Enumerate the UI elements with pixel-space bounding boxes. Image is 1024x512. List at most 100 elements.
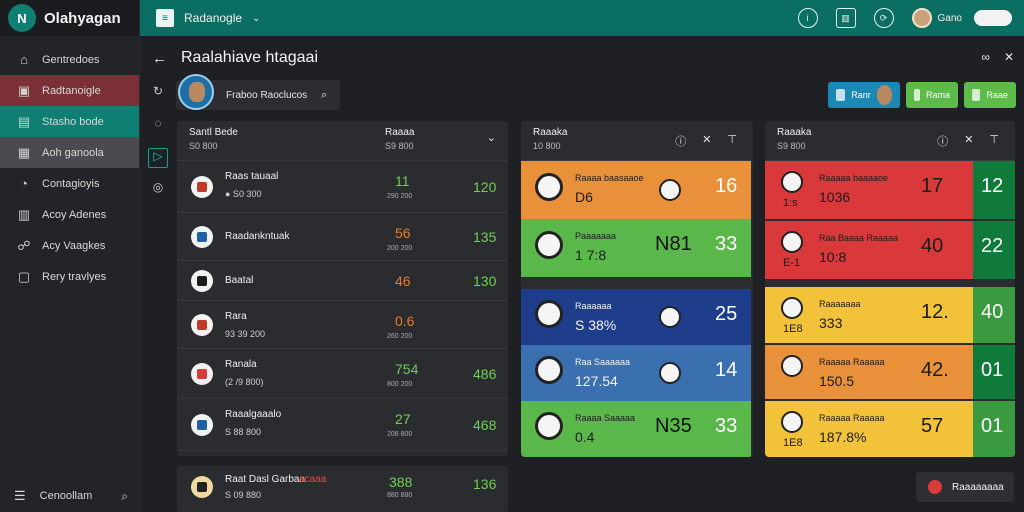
team-crest-icon [781,231,803,253]
table-row[interactable]: Raas tauaal ● S0 300 11 290 200 120 [177,161,508,213]
breadcrumb[interactable]: Radanogle [184,11,243,25]
action-button[interactable]: Raae [964,82,1016,108]
search-icon[interactable]: ⌕ [321,88,328,101]
tile-name: Raaaaa baaaaoe [819,173,889,183]
tile-value: 12. [921,301,949,323]
profile-avatar [178,74,214,110]
team-value: 11 [395,173,410,189]
pin-icon[interactable]: ⊤ [727,134,737,146]
panel-header: Raaaka 10 800 ⓘ ✕ ⊤ [521,121,753,161]
team-name: Raas tauaal [225,171,279,182]
brand-logo: N [8,4,36,32]
info-icon[interactable]: ⓘ [675,136,687,148]
summary-name: Raat Dasl Garbaa [225,474,306,485]
info-icon[interactable]: i [797,8,818,28]
refresh-icon[interactable]: ⟳ [873,8,894,28]
user-name[interactable]: Gano [937,12,962,24]
result-tile[interactable]: Raa Saaaaaa 127.54 14 [521,345,751,401]
refresh-rail-icon[interactable]: ↻ [152,84,164,98]
tile-sub: 0.4 [575,429,595,445]
link-icon[interactable]: ∞ [981,50,990,64]
result-tile[interactable]: Raaaa Saaaaa 0.4 N35 33 [521,401,751,457]
home-icon: ⌂ [20,52,28,67]
fixture-tile[interactable]: 1E8 Raaaaaaa 333 12. 40 [765,287,1015,343]
tile-code: N35 [655,415,692,437]
sidebar-item[interactable]: ▦ Aoh ganoola [0,137,139,168]
action-label: Ranr [851,90,871,100]
table-row[interactable]: Raaalgaaalo S 88 800 27 208 800 468 [177,399,508,451]
sidebar-item[interactable]: ▢ Rery travlyes [0,261,139,292]
settings-rail-icon[interactable]: ◎ [152,180,164,194]
team-value-sub: 290 200 [387,193,413,200]
panel-header: Raaaka S9 800 ⓘ ✕ ⊤ [765,121,1015,161]
sidebar-item[interactable]: ⌂ Gentredoes [0,44,139,75]
team-value-sub: 200 200 [387,245,413,252]
app-name: Olahyagan [44,9,121,27]
grid-icon[interactable]: ▥ [835,8,856,28]
toggle-pill[interactable] [974,10,1012,26]
back-arrow-icon[interactable]: ← [152,49,167,67]
info-icon[interactable]: ⓘ [937,136,949,148]
fixture-tile[interactable]: Raaaaa Raaaaa 150.5 42. 01 [765,345,1015,399]
tile-value: 17 [921,175,944,197]
tile-score: 14 [715,359,738,381]
close-icon[interactable]: ✕ [1003,50,1014,64]
sidebar-item[interactable]: ◔ Contagioyis [0,168,139,199]
table-row[interactable]: Ranala (2 /9 800) 754 800 200 486 [177,349,508,399]
sidebar-item[interactable]: ▤ Stasho bode [0,106,139,137]
summary-row[interactable]: Raat Dasl Garbaa acaaa S 09 880 388 880 … [177,466,508,512]
tile-name: Raaaaaaa [819,299,861,309]
sidebar-item[interactable]: ▣ Radtanoigle [0,75,139,106]
summary-total: 136 [473,476,497,492]
play-rail-icon[interactable]: ▷ [148,148,168,168]
result-tile[interactable]: Raaaaaa S 38% 25 [521,289,751,345]
brand[interactable]: N Olahyagan [0,0,139,36]
topbar-actions: i ▥ ⟳ Gano [797,0,1012,36]
profile-name: Fraboo Raoclucos [226,89,308,101]
result-tile[interactable]: Raaaa baasaaoe D6 16 [521,161,751,219]
cta-button[interactable]: Raaaaaaaa [916,472,1014,502]
sidebar-item-label: Contagioyis [42,177,100,190]
panel-subtitle: S9 800 [777,141,806,151]
team-name: Raadankntuak [225,231,290,242]
pin-icon[interactable]: ⊤ [989,134,999,146]
tile-side: 01 [973,345,1015,399]
sidebar-item[interactable]: ☍ Acy Vaagkes [0,230,139,261]
action-button[interactable]: Rama [906,82,958,108]
menu-icon[interactable]: ☰ [14,488,26,503]
fixture-tile[interactable]: 1:s Raaaaa baaaaoe 1036 17 12 [765,161,1015,219]
swap-icon[interactable]: ✕ [702,134,712,146]
tile-name: Raa Baaaa Raaaaa [819,233,899,243]
sidebar-item[interactable]: ▥ Acoy Adenes [0,199,139,230]
swap-icon[interactable]: ✕ [964,134,974,146]
team-sub: (2 /9 800) [225,377,264,387]
action-button[interactable]: Ranr [828,82,900,108]
fixture-tile[interactable]: E-1 Raa Baaaa Raaaaa 10:8 40 22 [765,221,1015,279]
team-value: 27 [395,411,411,427]
profile-box[interactable]: Fraboo Raoclucos ⌕ [176,74,340,110]
avatar[interactable] [911,8,932,28]
sidebar-footer-label[interactable]: Cenoollam [39,490,93,502]
search-icon[interactable]: ⌕ [121,488,128,503]
panel-title: Raaaka [533,127,568,138]
team-crest-icon [191,314,213,336]
table-row[interactable]: Raadankntuak 56 200 200 135 [177,213,508,261]
chat-rail-icon[interactable]: ◌ [154,116,162,130]
table-row[interactable]: Rara 93 39 200 0.6 260 200 [177,301,508,349]
chevron-down-icon[interactable]: ⌄ [486,132,496,144]
tile-score: 12 [981,175,1004,197]
tile-name: Raa Saaaaaa [575,357,631,367]
summary-sub: S 09 880 [225,490,262,500]
document-icon[interactable]: ≡ [156,9,174,27]
action-label: Rama [925,90,950,100]
team-value-sub: 800 200 [387,381,413,388]
sidebar-item-label: Gentredoes [42,53,100,66]
table-row[interactable]: Baatal 46 130 [177,261,508,301]
result-tile[interactable]: Paaaaaaa 1 7:8 N81 33 [521,219,751,277]
team-crest-icon [191,176,213,198]
chevron-down-icon[interactable]: ⌄ [252,12,261,24]
action-icon [836,89,846,101]
opponent-crest-icon [659,306,681,328]
fixture-tile[interactable]: 1E8 Raaaaa Raaaaa 187.8% 57 01 [765,401,1015,457]
